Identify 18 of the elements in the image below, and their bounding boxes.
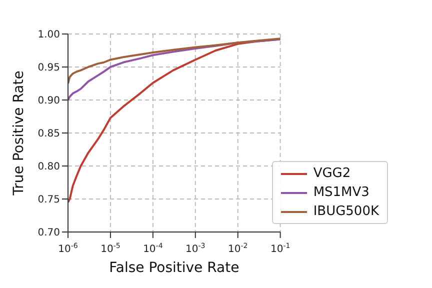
y-tick-label: 0.95	[38, 62, 60, 74]
y-tick-label: 0.85	[38, 128, 60, 140]
y-tick-label: 0.75	[38, 194, 60, 206]
y-tick-label: 0.70	[38, 228, 60, 239]
y-axis-title: True Positive Rate	[10, 70, 27, 196]
x-tick-label: 10$^{-2}$	[228, 242, 248, 255]
x-tick-label: 10$^{-3}$	[186, 242, 206, 255]
y-tick-label: 0.80	[38, 162, 60, 173]
x-tick-label: 10$^{-4}$	[143, 242, 164, 255]
x-tick-label: 10$^{-1}$	[270, 242, 290, 255]
legend-label: MS1MV3	[313, 184, 370, 202]
y-tick-label: 0.90	[38, 96, 60, 107]
y-tick-label: 1.00	[38, 30, 60, 41]
legend-label: IBUG500K	[313, 203, 379, 221]
x-axis-title: False Positive Rate	[109, 260, 240, 276]
x-tick-label: 10$^{-6}$	[58, 242, 78, 255]
x-tick-label: 10$^{-5}$	[100, 242, 120, 255]
legend-label: VGG2	[313, 165, 351, 183]
